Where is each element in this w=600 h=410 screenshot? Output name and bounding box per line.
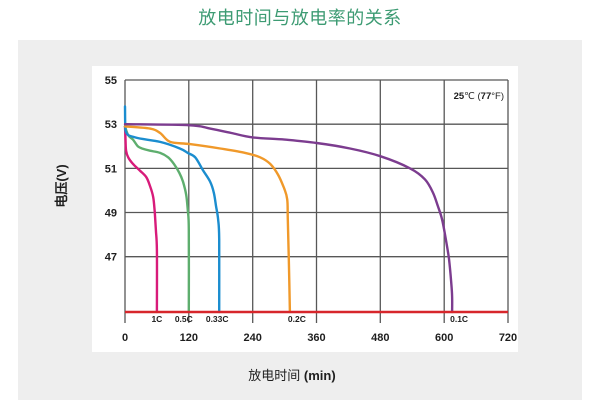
series-line-1c [123,125,159,314]
y-axis-label: 电压(V) [54,164,69,207]
x-tick-label-120: 120 [180,332,198,344]
series-line-0-5c [123,125,191,314]
annotation-unit: °F) [491,91,504,102]
y-tick-label-49: 49 [105,208,117,220]
series-line-0-33c [123,105,221,314]
x-tick-label-720: 720 [499,332,517,344]
annotation-value: 77 [481,91,492,102]
x-axis-label: 放电时间 (min) [248,368,335,383]
y-tick-label-55: 55 [105,75,117,87]
x-tick-label-360: 360 [307,332,325,344]
y-tick-label-51: 51 [105,163,117,175]
chart-title: 放电时间与放电率的关系 [198,8,402,28]
annotation-value: 25 [454,91,465,102]
tick-labels: 55 53 51 49 47 0 120 240 360 480 600 720 [105,75,517,344]
x-tick-label-480: 480 [371,332,389,344]
x-tick-label-0: 0 [122,332,128,344]
series-label-0-2c: 0.2C [288,314,306,324]
x-tick-label-240: 240 [244,332,262,344]
series-label-0-5c: 0.5C [175,314,193,324]
gridlines [124,79,509,323]
x-tick-label-600: 600 [435,332,453,344]
temperature-annotation: 25℃ (77°F) [454,91,504,102]
plot-area-background [92,66,518,352]
series-line-0-2c [123,125,292,314]
y-tick-label-47: 47 [105,252,117,264]
series-labels: 1C 0.5C 0.33C 0.2C 0.1C [151,314,468,324]
y-tick-label-53: 53 [105,119,117,131]
series-lines [123,105,508,314]
annotation-unit: ℃ ( [464,91,481,102]
series-label-0-1c: 0.1C [450,314,468,324]
x-axis-label-unit: (min) [304,368,336,383]
series-label-1c: 1C [151,314,162,324]
x-axis-label-text: 放电时间 [248,368,304,383]
series-label-0-33c: 0.33C [206,314,229,324]
series-line-0-1c [123,123,454,314]
